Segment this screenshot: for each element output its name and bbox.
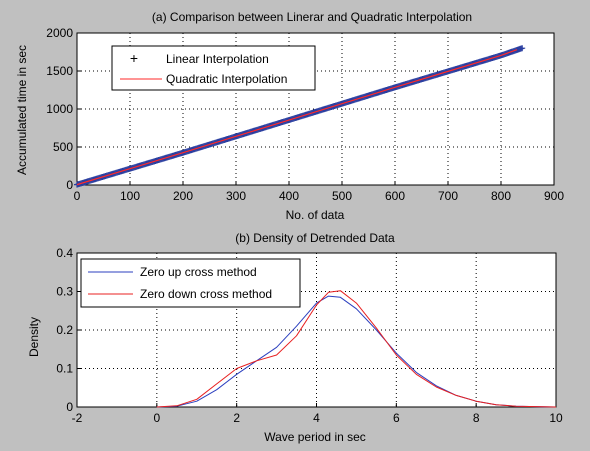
chart-b-ytick-label: 0 bbox=[66, 400, 73, 414]
chart-b-xtick-label: -2 bbox=[72, 411, 83, 425]
legend-label-up: Zero up cross method bbox=[140, 265, 257, 279]
chart-a-xtick-label: 0 bbox=[74, 189, 81, 203]
linear-point bbox=[519, 45, 526, 52]
chart-a-ylabel: Accumulated time in sec bbox=[15, 45, 29, 175]
chart-b-ylabel: Density bbox=[27, 317, 41, 357]
chart-b-grid bbox=[77, 253, 556, 407]
quadratic-line bbox=[76, 49, 518, 186]
chart-b-legend: Zero up cross method Zero down cross met… bbox=[80, 258, 301, 308]
zero-down-cross-line bbox=[156, 290, 557, 408]
chart-a-legend: + Linear Interpolation Quadratic Interpo… bbox=[111, 45, 316, 91]
chart-b: (b) Density of Detrended Data -2 0 2 4 6 8 100… bbox=[27, 231, 563, 444]
chart-b-ytick-label: 0.3 bbox=[56, 285, 73, 299]
chart-b-ytick-label: 0.2 bbox=[56, 323, 73, 337]
chart-a-grid bbox=[77, 33, 554, 185]
legend-marker-plus: + bbox=[130, 50, 138, 66]
chart-a-xlabel: No. of data bbox=[286, 208, 345, 222]
chart-b-xlabel: Wave period in sec bbox=[264, 430, 366, 444]
chart-b-xtick-label: 6 bbox=[393, 411, 400, 425]
chart-a-xtick-label: 900 bbox=[544, 189, 564, 203]
chart-b-ytick-label: 0.1 bbox=[56, 362, 73, 376]
chart-a-xtick-label: 600 bbox=[385, 189, 405, 203]
chart-a: (a) Comparison between Linerar and Quadr… bbox=[15, 10, 564, 222]
chart-a-xtick-label: 100 bbox=[120, 189, 140, 203]
legend-box bbox=[111, 45, 316, 91]
chart-a-xtick-label: 200 bbox=[173, 189, 193, 203]
chart-a-xtick-label: 800 bbox=[491, 189, 511, 203]
chart-b-xtick-label: 10 bbox=[549, 411, 563, 425]
legend-label-down: Zero down cross method bbox=[140, 287, 272, 301]
chart-a-ytick-label: 0 bbox=[66, 178, 73, 192]
chart-b-series bbox=[156, 290, 557, 408]
chart-b-ytick-label: 0.4 bbox=[56, 246, 73, 260]
chart-a-xtick-label: 500 bbox=[332, 189, 352, 203]
legend-label-quadratic: Quadratic Interpolation bbox=[166, 72, 287, 86]
chart-a-series bbox=[74, 45, 526, 188]
chart-b-xtick-label: 0 bbox=[153, 411, 160, 425]
chart-b-xtick-label: 8 bbox=[473, 411, 480, 425]
chart-b-xtick-label: 2 bbox=[233, 411, 240, 425]
chart-a-ytick-label: 500 bbox=[53, 140, 73, 154]
chart-b-ticks: -2 0 2 4 6 8 1000.10.20.30.4 bbox=[56, 246, 563, 425]
chart-a-ticks: 0 100 200 300 400 500 600 700 800 900 0 500 1000 1500… bbox=[46, 26, 564, 203]
legend-box bbox=[80, 258, 301, 308]
chart-a-title: (a) Comparison between Linerar and Quadr… bbox=[152, 10, 472, 24]
chart-a-xtick-label: 700 bbox=[438, 189, 458, 203]
chart-b-xtick-label: 4 bbox=[313, 411, 320, 425]
chart-a-xtick-label: 300 bbox=[226, 189, 246, 203]
chart-a-xtick-label: 400 bbox=[279, 189, 299, 203]
legend-label-linear: Linear Interpolation bbox=[166, 52, 269, 66]
chart-a-ytick-label: 2000 bbox=[46, 26, 73, 40]
chart-a-ytick-label: 1500 bbox=[46, 64, 73, 78]
chart-a-ytick-label: 1000 bbox=[46, 102, 73, 116]
chart-b-title: (b) Density of Detrended Data bbox=[235, 231, 395, 245]
